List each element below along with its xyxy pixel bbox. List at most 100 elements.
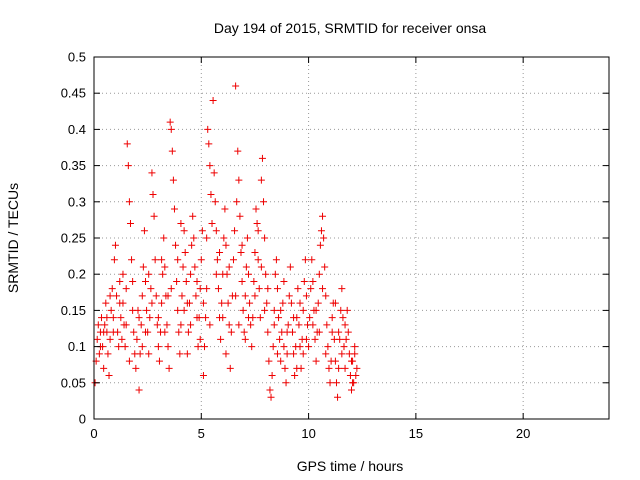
- data-point: [267, 393, 275, 401]
- data-point: [245, 270, 252, 278]
- data-point: [146, 314, 154, 322]
- data-point: [115, 343, 123, 351]
- data-point: [213, 256, 221, 264]
- data-point: [169, 176, 177, 184]
- data-point: [218, 299, 226, 307]
- data-point: [266, 386, 274, 394]
- data-point: [208, 220, 216, 228]
- data-point: [177, 220, 185, 228]
- data-point: [283, 350, 291, 358]
- data-point: [351, 343, 359, 351]
- data-point: [265, 357, 273, 365]
- y-tick-label: 0.2: [68, 267, 86, 282]
- data-point: [187, 321, 195, 329]
- data-point: [179, 263, 187, 271]
- data-point: [341, 364, 349, 372]
- data-point: [210, 169, 218, 177]
- data-point: [154, 343, 162, 351]
- data-point: [261, 306, 269, 314]
- data-point: [174, 306, 182, 314]
- data-point: [257, 263, 265, 271]
- data-point: [240, 328, 248, 336]
- data-point: [165, 364, 173, 372]
- data-point: [251, 292, 259, 300]
- data-point: [300, 277, 308, 285]
- data-point: [229, 256, 237, 264]
- data-point: [299, 350, 307, 358]
- data-point: [166, 118, 174, 126]
- data-point: [296, 299, 304, 307]
- data-point: [150, 212, 158, 220]
- data-point: [257, 176, 265, 184]
- data-point: [222, 241, 230, 249]
- data-point: [233, 198, 241, 206]
- data-point: [231, 227, 239, 235]
- data-point: [181, 248, 189, 256]
- data-point: [145, 270, 153, 278]
- data-point: [164, 292, 172, 300]
- data-point: [139, 263, 147, 271]
- data-point: [243, 234, 251, 242]
- data-point: [130, 328, 138, 336]
- data-point: [305, 343, 313, 351]
- data-point: [353, 364, 361, 372]
- data-point: [334, 393, 342, 401]
- data-point: [344, 328, 352, 336]
- y-axis-label: SRMTID / TECUs: [5, 183, 21, 293]
- data-point: [100, 364, 108, 372]
- axis-ticks: 0 5 10 15 20 0 0.05 0.1 0.15 0.2 0.25 0.3 0.35 0.4 0.4…: [61, 50, 609, 441]
- data-point: [182, 277, 190, 285]
- data-point: [190, 234, 198, 242]
- y-tick-label: 0.05: [61, 375, 86, 390]
- data-point: [196, 285, 204, 293]
- data-point: [275, 314, 283, 322]
- data-point: [250, 277, 258, 285]
- data-point: [328, 328, 336, 336]
- data-point: [142, 328, 149, 336]
- data-point: [109, 328, 117, 336]
- data-point: [226, 364, 234, 372]
- data-point: [351, 350, 359, 358]
- data-point: [339, 314, 347, 322]
- data-point: [93, 335, 101, 343]
- data-point: [307, 285, 315, 293]
- data-point: [180, 306, 188, 314]
- data-point: [148, 299, 156, 307]
- data-point: [153, 321, 161, 329]
- data-point: [256, 314, 264, 322]
- data-point: [273, 350, 281, 358]
- data-point: [149, 191, 157, 199]
- data-point: [128, 256, 136, 264]
- data-point: [312, 357, 320, 365]
- data-point: [251, 248, 259, 256]
- data-point: [167, 285, 175, 293]
- x-tick-label: 10: [301, 426, 315, 441]
- data-point: [193, 277, 201, 285]
- data-point: [167, 125, 175, 133]
- data-point: [220, 234, 228, 242]
- y-tick-label: 0.4: [68, 122, 86, 137]
- data-point: [125, 357, 133, 365]
- data-point: [211, 198, 219, 206]
- data-point: [331, 299, 339, 307]
- data-point: [183, 350, 191, 358]
- data-point: [238, 277, 246, 285]
- data-point: [338, 350, 346, 358]
- data-point: [227, 328, 235, 336]
- data-point: [349, 379, 357, 387]
- data-point: [174, 256, 182, 264]
- data-point: [322, 292, 330, 300]
- data-point: [308, 256, 316, 264]
- data-point: [199, 299, 207, 307]
- data-point: [293, 364, 301, 372]
- x-axis-label: GPS time / hours: [297, 458, 404, 474]
- data-point: [338, 285, 346, 293]
- data-point: [272, 256, 280, 264]
- x-tick-label: 0: [90, 426, 97, 441]
- data-point: [291, 372, 299, 380]
- data-point: [124, 162, 132, 170]
- data-point: [126, 220, 134, 228]
- data-point: [248, 343, 256, 351]
- data-point: [280, 277, 288, 285]
- data-point: [270, 321, 278, 329]
